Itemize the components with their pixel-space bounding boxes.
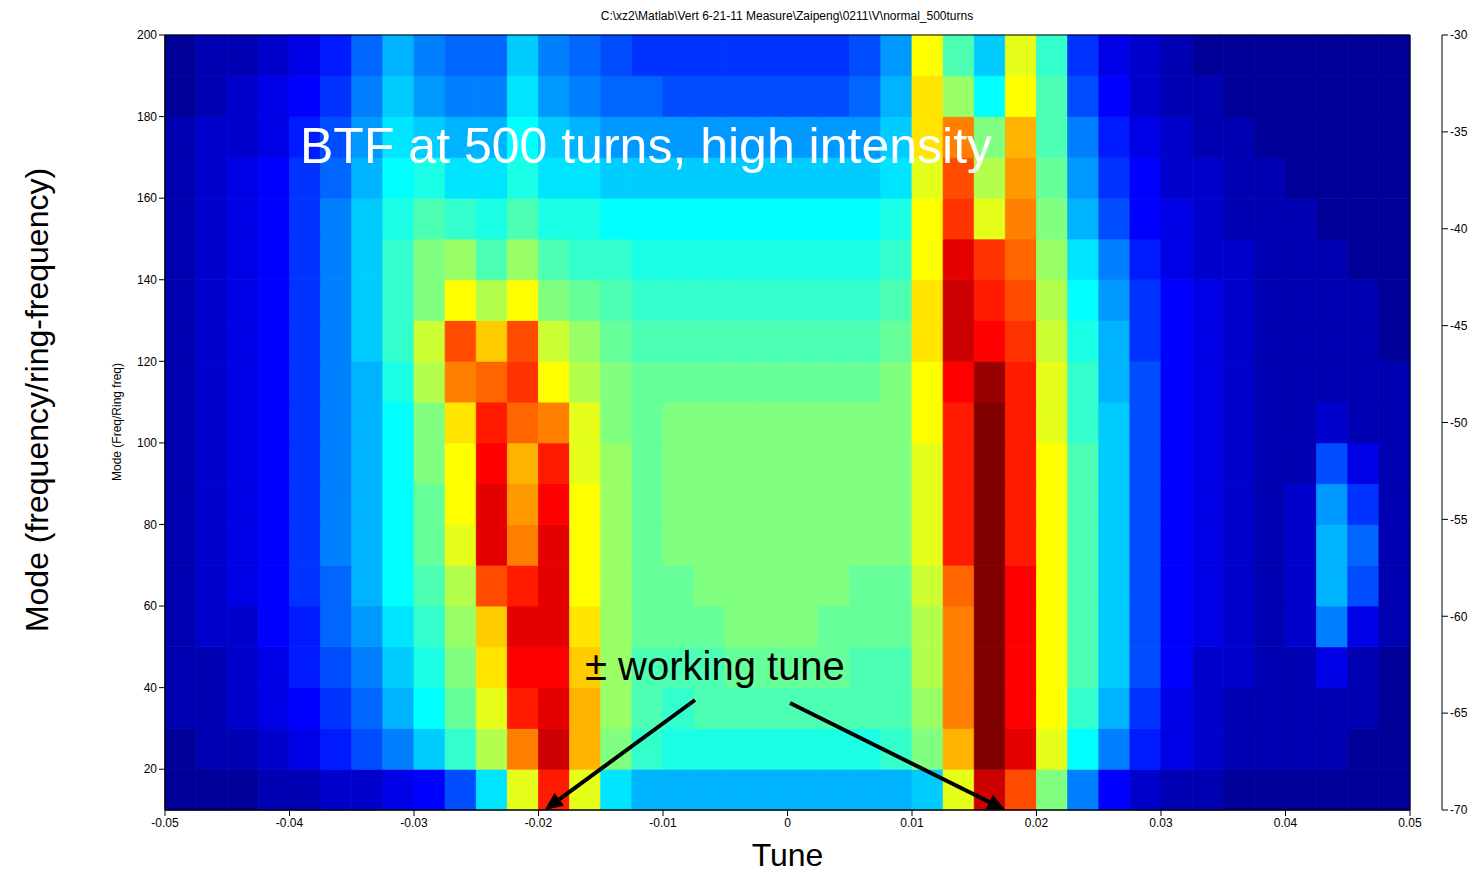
svg-text:0.03: 0.03 [1149,816,1173,830]
svg-text:0.05: 0.05 [1398,816,1422,830]
svg-text:Mode (frequency/ring-frequency: Mode (frequency/ring-frequency) [19,168,55,632]
svg-text:± working tune: ± working tune [585,644,845,688]
svg-text:-35: -35 [1450,125,1468,139]
svg-text:0.02: 0.02 [1025,816,1049,830]
svg-text:40: 40 [144,681,158,695]
svg-text:C:\xz2\Matlab\Vert 6-21-11 Mea: C:\xz2\Matlab\Vert 6-21-11 Measure\Zaipe… [601,9,973,23]
svg-text:Mode (Freq/Ring freq): Mode (Freq/Ring freq) [110,363,124,481]
svg-text:-0.05: -0.05 [151,816,179,830]
svg-text:-65: -65 [1450,706,1468,720]
svg-text:20: 20 [144,762,158,776]
svg-text:60: 60 [144,599,158,613]
svg-text:-40: -40 [1450,222,1468,236]
svg-text:120: 120 [137,355,157,369]
svg-text:-55: -55 [1450,513,1468,527]
svg-text:-70: -70 [1450,803,1468,817]
svg-text:100: 100 [137,436,157,450]
svg-text:-30: -30 [1450,28,1468,42]
svg-text:160: 160 [137,191,157,205]
svg-text:180: 180 [137,110,157,124]
svg-text:Tune: Tune [752,837,824,873]
svg-text:0.04: 0.04 [1274,816,1298,830]
svg-text:140: 140 [137,273,157,287]
svg-text:-0.03: -0.03 [400,816,428,830]
svg-text:0: 0 [784,816,791,830]
svg-text:BTF at 500 turns, high intensi: BTF at 500 turns, high intensity [300,118,992,174]
svg-text:-0.01: -0.01 [649,816,677,830]
svg-text:-0.02: -0.02 [525,816,553,830]
svg-text:0.01: 0.01 [900,816,924,830]
svg-text:200: 200 [137,28,157,42]
svg-text:-60: -60 [1450,610,1468,624]
svg-text:-45: -45 [1450,319,1468,333]
svg-text:80: 80 [144,518,158,532]
svg-text:-0.04: -0.04 [276,816,304,830]
svg-text:-50: -50 [1450,416,1468,430]
